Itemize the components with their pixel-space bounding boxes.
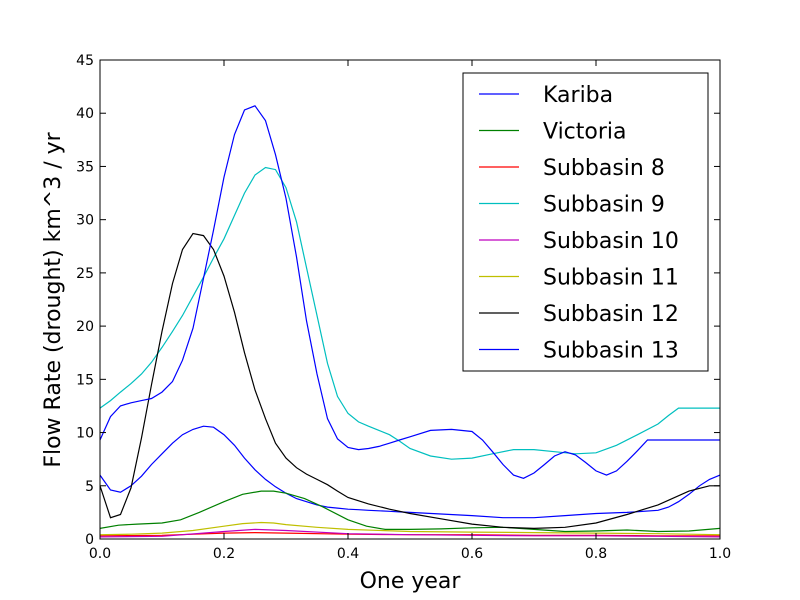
series-line-7 xyxy=(99,105,720,479)
legend-label-1: Victoria xyxy=(543,120,627,145)
x-tick-label: 0.4 xyxy=(337,546,359,562)
series-line-1 xyxy=(99,490,721,533)
x-tick-label: 0.0 xyxy=(89,546,111,562)
y-axis-title: Flow Rate (drought) km^3 / yr xyxy=(41,131,66,467)
series-line-3 xyxy=(99,166,720,460)
x-tick-label: 0.8 xyxy=(585,546,607,562)
y-tick-label: 0 xyxy=(85,532,94,548)
x-axis-ticks: 0.0 0.2 0.4 0.6 0.8 1.0 xyxy=(89,60,731,562)
y-tick-label: 10 xyxy=(76,426,94,442)
series-line-6 xyxy=(99,232,720,530)
series-line-4 xyxy=(99,528,721,538)
x-tick-label: 0.6 xyxy=(461,546,483,562)
y-axis-ticks: 0 5 10 15 20 25 30 35 40 45 xyxy=(76,53,720,548)
y-tick-label: 35 xyxy=(76,159,94,175)
x-tick-label: 0.2 xyxy=(213,546,235,562)
legend-label-0: Kariba xyxy=(543,83,613,108)
legend: Kariba Victoria Subbasin 8 Subbasin 9 Subbas… xyxy=(462,72,709,372)
series-line-0 xyxy=(99,425,721,519)
y-tick-label: 45 xyxy=(76,53,94,69)
plot-frame xyxy=(99,59,721,540)
legend-box xyxy=(462,72,709,372)
legend-label-6: Subbasin 12 xyxy=(543,302,679,327)
y-tick-label: 30 xyxy=(76,213,94,229)
series-line-5 xyxy=(99,521,721,536)
legend-label-7: Subbasin 13 xyxy=(543,339,679,364)
legend-label-2: Subbasin 8 xyxy=(543,156,665,181)
y-tick-label: 5 xyxy=(85,479,94,495)
y-tick-label: 20 xyxy=(76,319,94,335)
x-tick-label: 1.0 xyxy=(709,546,731,562)
legend-label-3: Subbasin 9 xyxy=(543,193,665,218)
y-tick-label: 25 xyxy=(76,266,94,282)
y-tick-label: 15 xyxy=(76,372,94,388)
x-axis-title: One year xyxy=(360,569,462,594)
legend-label-4: Subbasin 10 xyxy=(543,229,679,254)
series-lines xyxy=(99,105,721,538)
legend-label-5: Subbasin 11 xyxy=(543,266,679,291)
y-tick-label: 40 xyxy=(76,106,94,122)
